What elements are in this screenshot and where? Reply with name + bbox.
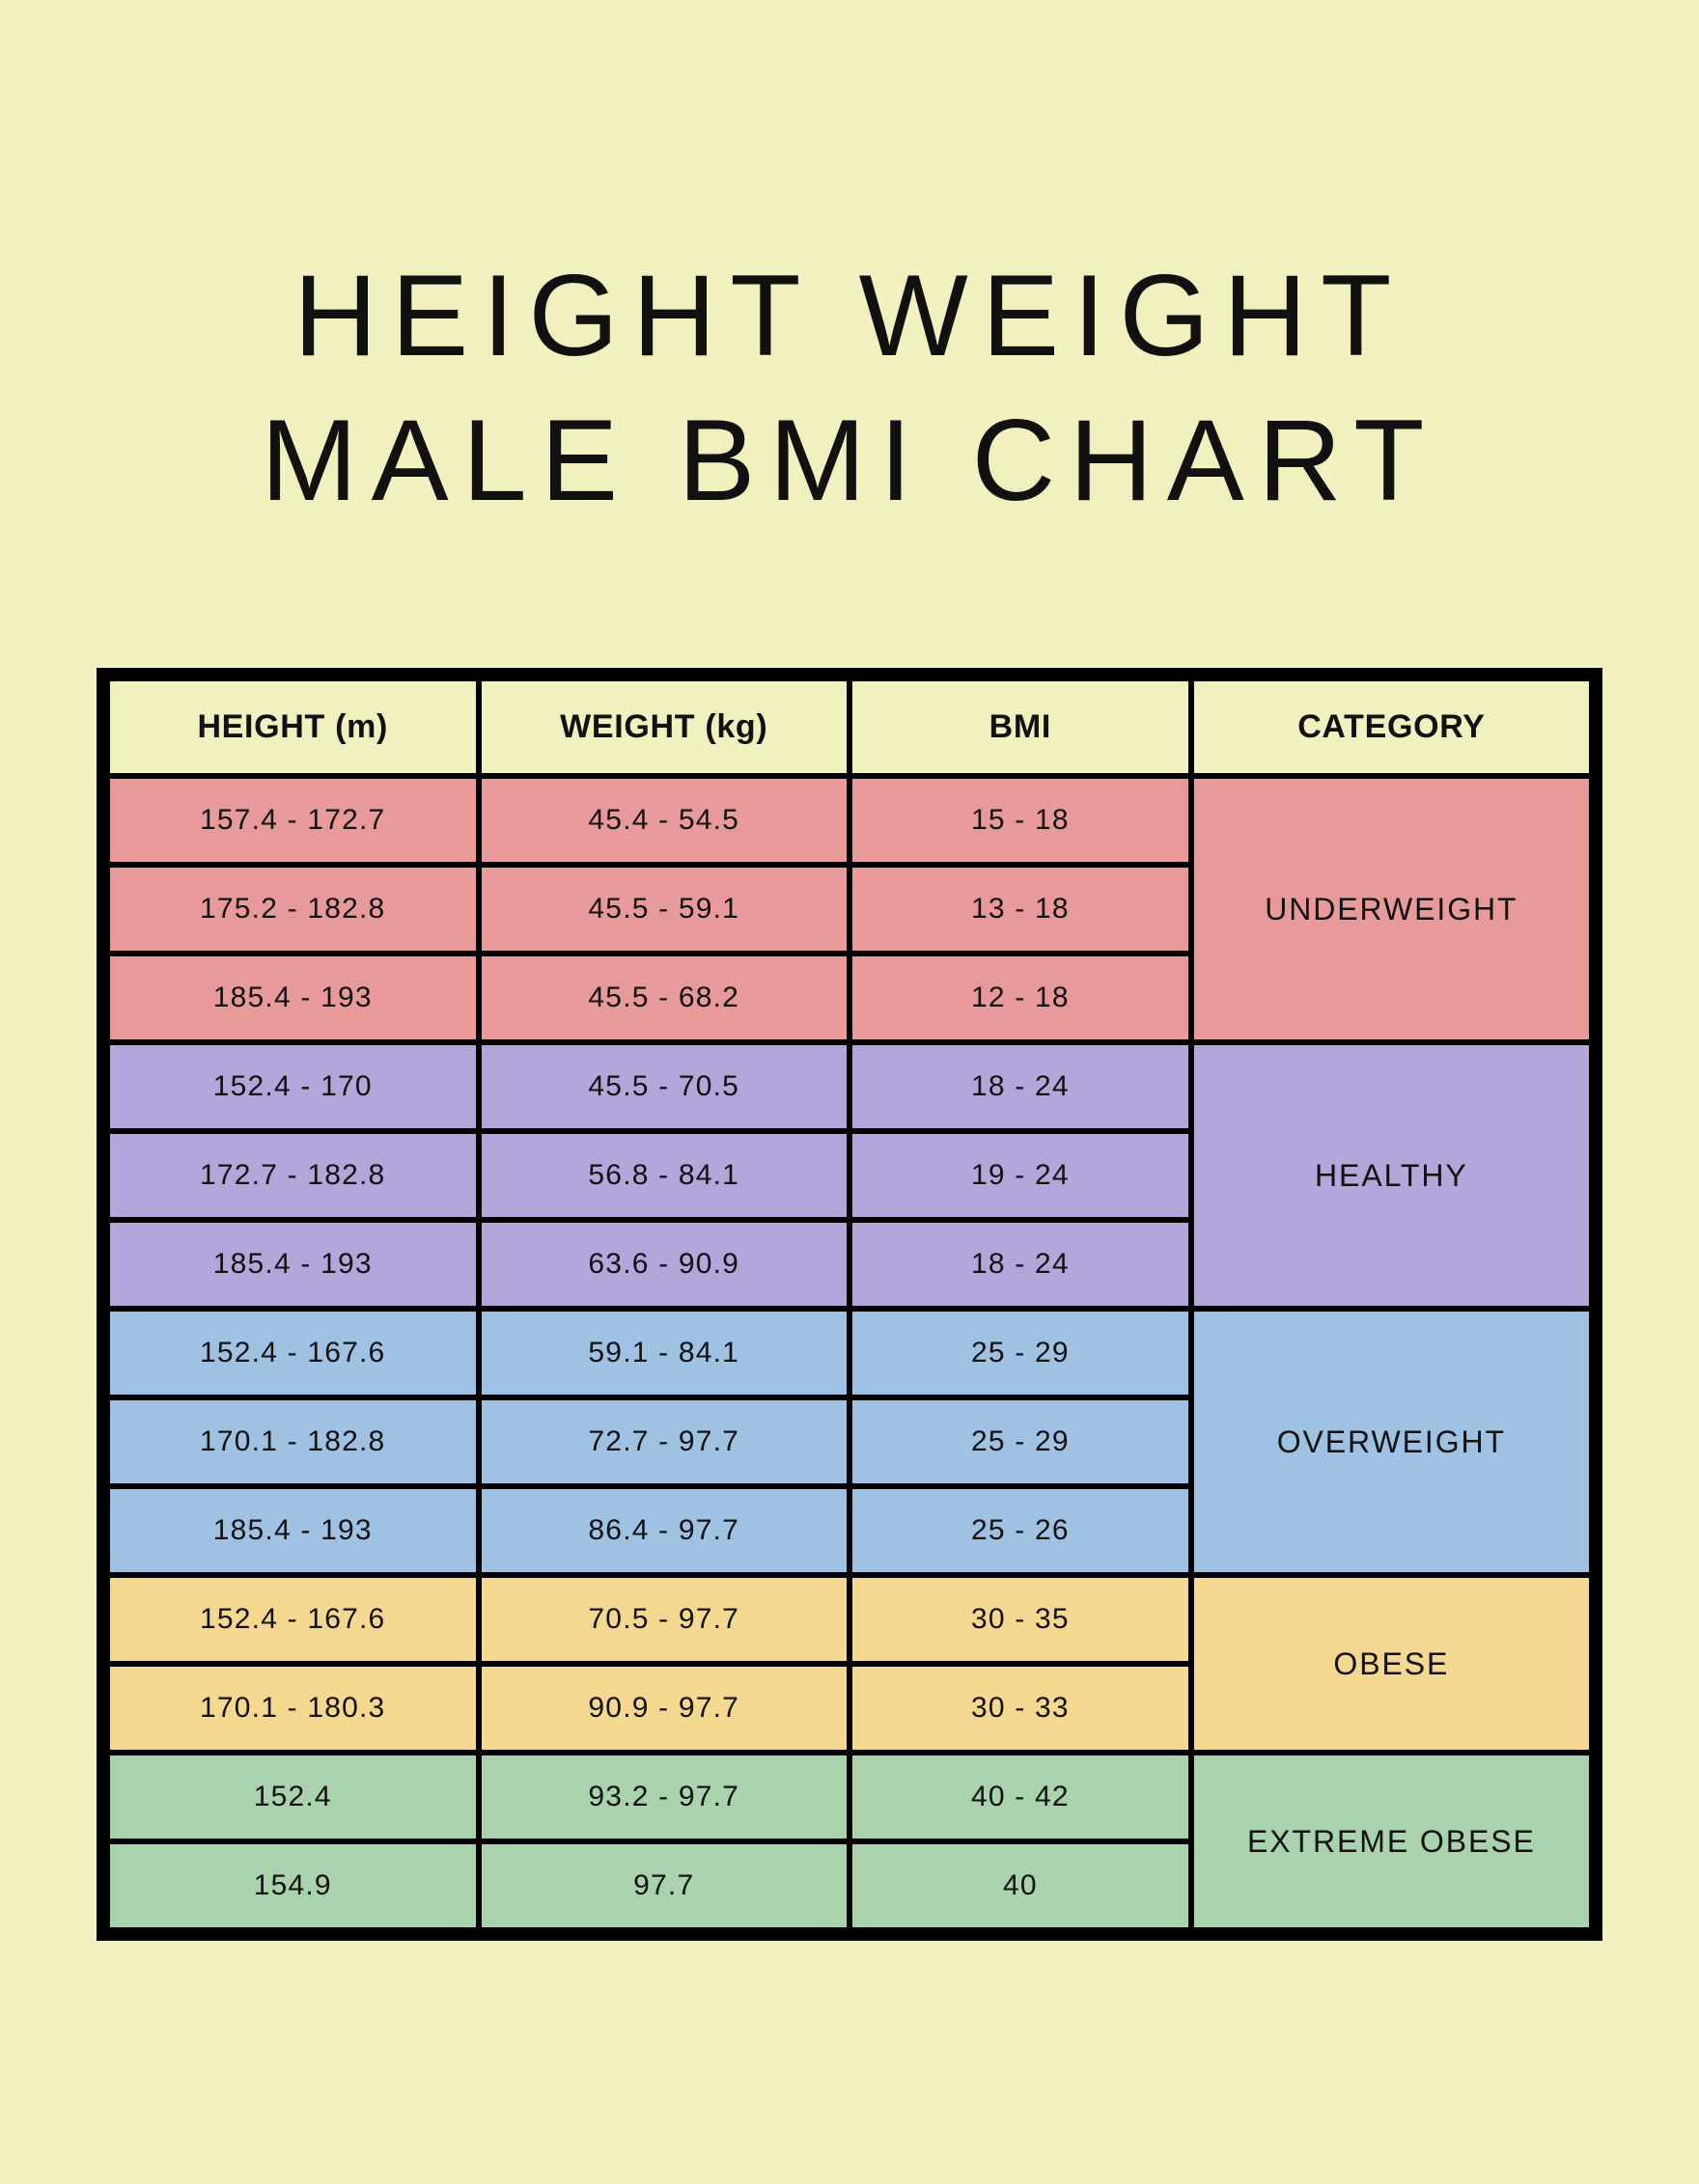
header-bmi: BMI [850, 678, 1191, 776]
chart-title: HEIGHT WEIGHT MALE BMI CHART [39, 243, 1660, 533]
table-row: 152.4 - 167.670.5 - 97.730 - 35OBESE [107, 1575, 1592, 1664]
table-row: 152.4 - 167.659.1 - 84.125 - 29OVERWEIGH… [107, 1309, 1592, 1397]
cell-bmi: 18 - 24 [850, 1042, 1191, 1131]
cell-weight: 45.4 - 54.5 [479, 776, 850, 865]
cell-weight: 70.5 - 97.7 [479, 1575, 850, 1664]
cell-height: 152.4 [107, 1753, 479, 1841]
cell-category: HEALTHY [1191, 1042, 1592, 1309]
bmi-table: HEIGHT (m) WEIGHT (kg) BMI CATEGORY 157.… [104, 676, 1595, 1933]
title-line-2: MALE BMI CHART [261, 396, 1438, 525]
table-row: 152.4 - 17045.5 - 70.518 - 24HEALTHY [107, 1042, 1592, 1131]
cell-bmi: 30 - 33 [850, 1664, 1191, 1753]
header-category: CATEGORY [1191, 678, 1592, 776]
cell-bmi: 13 - 18 [850, 865, 1191, 954]
cell-height: 185.4 - 193 [107, 1220, 479, 1309]
cell-weight: 59.1 - 84.1 [479, 1309, 850, 1397]
cell-weight: 63.6 - 90.9 [479, 1220, 850, 1309]
cell-weight: 72.7 - 97.7 [479, 1397, 850, 1486]
bmi-chart-canvas: HEIGHT WEIGHT MALE BMI CHART HEIGHT (m) … [39, 243, 1660, 1941]
cell-weight: 56.8 - 84.1 [479, 1131, 850, 1220]
cell-category: UNDERWEIGHT [1191, 776, 1592, 1042]
header-weight: WEIGHT (kg) [479, 678, 850, 776]
cell-bmi: 19 - 24 [850, 1131, 1191, 1220]
cell-bmi: 25 - 29 [850, 1397, 1191, 1486]
cell-height: 154.9 [107, 1841, 479, 1930]
cell-height: 170.1 - 182.8 [107, 1397, 479, 1486]
table-container: HEIGHT (m) WEIGHT (kg) BMI CATEGORY 157.… [97, 668, 1602, 1941]
cell-height: 185.4 - 193 [107, 1486, 479, 1575]
cell-height: 175.2 - 182.8 [107, 865, 479, 954]
cell-bmi: 15 - 18 [850, 776, 1191, 865]
cell-height: 185.4 - 193 [107, 954, 479, 1042]
cell-weight: 90.9 - 97.7 [479, 1664, 850, 1753]
cell-bmi: 40 [850, 1841, 1191, 1930]
cell-category: EXTREME OBESE [1191, 1753, 1592, 1930]
cell-height: 172.7 - 182.8 [107, 1131, 479, 1220]
cell-height: 170.1 - 180.3 [107, 1664, 479, 1753]
cell-weight: 45.5 - 70.5 [479, 1042, 850, 1131]
cell-bmi: 25 - 29 [850, 1309, 1191, 1397]
cell-height: 152.4 - 170 [107, 1042, 479, 1131]
cell-weight: 45.5 - 59.1 [479, 865, 850, 954]
cell-bmi: 30 - 35 [850, 1575, 1191, 1664]
header-row: HEIGHT (m) WEIGHT (kg) BMI CATEGORY [107, 678, 1592, 776]
cell-bmi: 40 - 42 [850, 1753, 1191, 1841]
table-row: 157.4 - 172.745.4 - 54.515 - 18UNDERWEIG… [107, 776, 1592, 865]
cell-height: 152.4 - 167.6 [107, 1309, 479, 1397]
cell-weight: 45.5 - 68.2 [479, 954, 850, 1042]
cell-weight: 93.2 - 97.7 [479, 1753, 850, 1841]
cell-height: 157.4 - 172.7 [107, 776, 479, 865]
cell-weight: 86.4 - 97.7 [479, 1486, 850, 1575]
cell-bmi: 12 - 18 [850, 954, 1191, 1042]
cell-category: OBESE [1191, 1575, 1592, 1753]
cell-height: 152.4 - 167.6 [107, 1575, 479, 1664]
cell-bmi: 18 - 24 [850, 1220, 1191, 1309]
table-row: 152.493.2 - 97.740 - 42EXTREME OBESE [107, 1753, 1592, 1841]
header-height: HEIGHT (m) [107, 678, 479, 776]
cell-weight: 97.7 [479, 1841, 850, 1930]
title-line-1: HEIGHT WEIGHT [293, 251, 1406, 380]
table-body: 157.4 - 172.745.4 - 54.515 - 18UNDERWEIG… [107, 776, 1592, 1930]
cell-bmi: 25 - 26 [850, 1486, 1191, 1575]
cell-category: OVERWEIGHT [1191, 1309, 1592, 1575]
